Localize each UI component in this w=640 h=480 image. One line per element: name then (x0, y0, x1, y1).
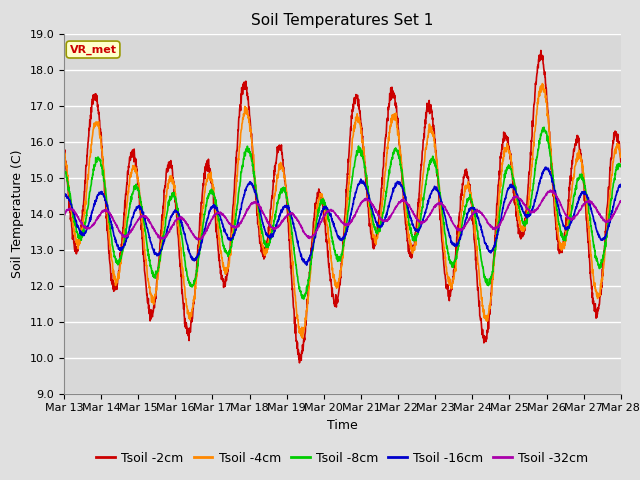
Tsoil -8cm (300, 296, 308, 302)
Tsoil -4cm (504, 146, 512, 152)
Text: VR_met: VR_met (70, 44, 116, 55)
Tsoil -4cm (617, 154, 625, 159)
Tsoil -32cm (60, 213, 68, 218)
Tsoil -2cm (216, 258, 223, 264)
Tsoil -4cm (538, 81, 546, 86)
Tsoil -2cm (584, 230, 591, 236)
Line: Tsoil -8cm: Tsoil -8cm (64, 127, 621, 299)
Tsoil -2cm (568, 157, 576, 163)
Tsoil -2cm (617, 159, 625, 165)
Tsoil -8cm (617, 161, 625, 167)
Tsoil -2cm (60, 142, 68, 148)
Tsoil -16cm (303, 262, 310, 268)
Tsoil -16cm (541, 164, 549, 170)
Tsoil -8cm (359, 154, 367, 160)
Tsoil -4cm (216, 237, 223, 242)
Line: Tsoil -32cm: Tsoil -32cm (64, 190, 621, 240)
Tsoil -4cm (568, 185, 576, 191)
Line: Tsoil -16cm: Tsoil -16cm (64, 167, 621, 265)
Tsoil -32cm (547, 187, 554, 193)
Tsoil -8cm (60, 167, 68, 173)
Tsoil -32cm (504, 202, 512, 208)
Tsoil -32cm (617, 198, 625, 204)
Tsoil -16cm (60, 194, 68, 200)
Tsoil -8cm (568, 203, 576, 208)
Tsoil -8cm (540, 124, 548, 130)
Tsoil -2cm (359, 133, 367, 139)
Tsoil -16cm (504, 186, 512, 192)
Y-axis label: Soil Temperature (C): Soil Temperature (C) (11, 149, 24, 278)
X-axis label: Time: Time (327, 419, 358, 432)
Tsoil -32cm (371, 206, 379, 212)
Tsoil -32cm (194, 237, 202, 243)
Tsoil -16cm (359, 180, 367, 185)
Tsoil -32cm (584, 199, 591, 204)
Title: Soil Temperatures Set 1: Soil Temperatures Set 1 (252, 13, 433, 28)
Tsoil -8cm (584, 199, 591, 205)
Tsoil -16cm (216, 212, 223, 217)
Tsoil -4cm (584, 214, 591, 220)
Tsoil -8cm (216, 219, 223, 225)
Tsoil -16cm (617, 181, 625, 187)
Tsoil -32cm (359, 199, 367, 204)
Line: Tsoil -4cm: Tsoil -4cm (64, 84, 621, 338)
Tsoil -16cm (584, 195, 591, 201)
Tsoil -4cm (60, 151, 68, 157)
Tsoil -2cm (296, 360, 303, 366)
Tsoil -8cm (371, 227, 379, 232)
Tsoil -8cm (504, 166, 512, 171)
Tsoil -32cm (216, 211, 223, 216)
Tsoil -4cm (371, 238, 379, 244)
Tsoil -2cm (504, 144, 512, 149)
Legend: Tsoil -2cm, Tsoil -4cm, Tsoil -8cm, Tsoil -16cm, Tsoil -32cm: Tsoil -2cm, Tsoil -4cm, Tsoil -8cm, Tsoi… (92, 447, 593, 469)
Tsoil -2cm (537, 48, 545, 53)
Tsoil -2cm (371, 243, 379, 249)
Line: Tsoil -2cm: Tsoil -2cm (64, 50, 621, 363)
Tsoil -16cm (568, 216, 576, 222)
Tsoil -4cm (299, 335, 307, 341)
Tsoil -16cm (371, 215, 379, 221)
Tsoil -4cm (359, 137, 367, 143)
Tsoil -32cm (568, 216, 576, 221)
